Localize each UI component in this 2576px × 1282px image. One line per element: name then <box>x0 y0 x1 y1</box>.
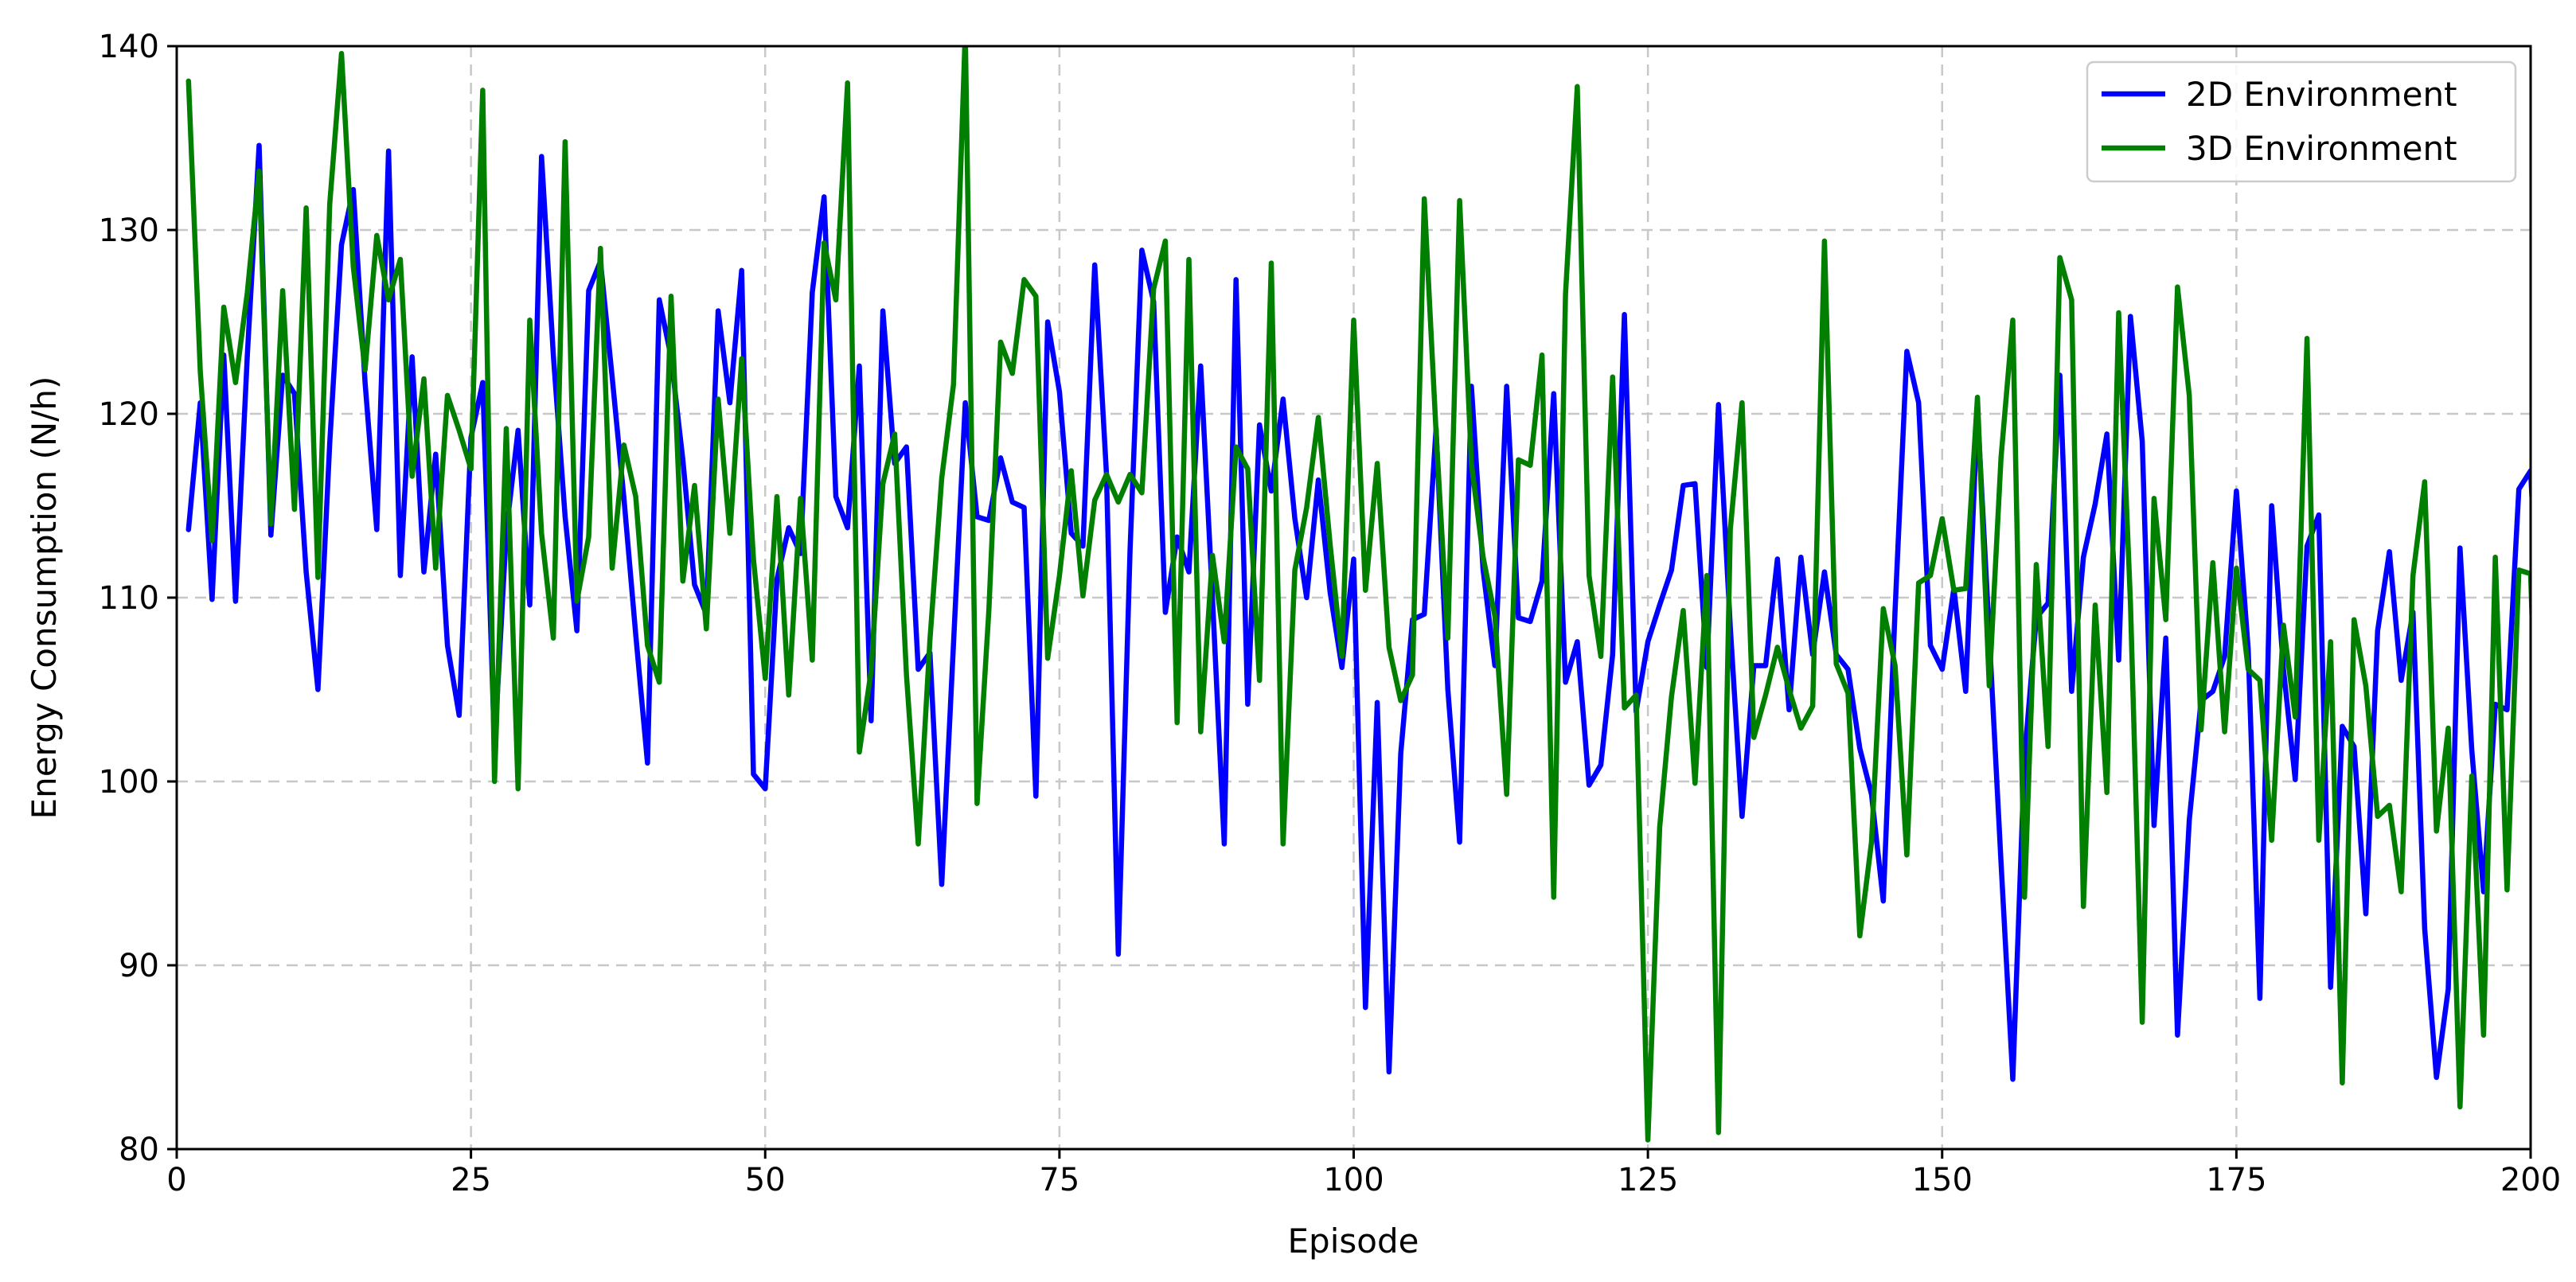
y-tick-label: 100 <box>99 764 159 801</box>
ticks: 0 25 50 75 100 125 150 175 200 80 90 100 110 120 130 14… <box>99 29 2562 1198</box>
y-axis-label: Energy Consumption (N/h) <box>25 376 64 820</box>
series-line-3d-environment <box>185 46 2531 1143</box>
y-tick-label: 80 <box>119 1132 159 1168</box>
legend-label: 2D Environment <box>2186 75 2457 114</box>
y-tick-label: 120 <box>99 396 159 433</box>
x-tick-label: 100 <box>1323 1162 1384 1198</box>
series-layer <box>185 46 2531 1143</box>
x-tick-label: 25 <box>451 1162 491 1198</box>
x-tick-label: 125 <box>1618 1162 1678 1198</box>
x-tick-label: 150 <box>1912 1162 1973 1198</box>
x-tick-label: 200 <box>2500 1162 2561 1198</box>
legend-box <box>2086 60 2517 183</box>
x-axis-label: Episode <box>1288 1222 1419 1261</box>
x-tick-label: 175 <box>2206 1162 2266 1198</box>
y-tick-label: 130 <box>99 212 159 249</box>
y-tick-label: 90 <box>119 948 159 984</box>
y-tick-label: 110 <box>99 580 159 617</box>
x-tick-label: 50 <box>745 1162 786 1198</box>
legend-label: 3D Environment <box>2186 129 2457 168</box>
series-line-2d-environment <box>185 142 2531 1082</box>
x-tick-label: 75 <box>1039 1162 1079 1198</box>
x-tick-label: 0 <box>166 1162 186 1198</box>
y-tick-label: 140 <box>99 29 159 65</box>
legend: 2D Environment 3D Environment <box>2086 60 2517 183</box>
